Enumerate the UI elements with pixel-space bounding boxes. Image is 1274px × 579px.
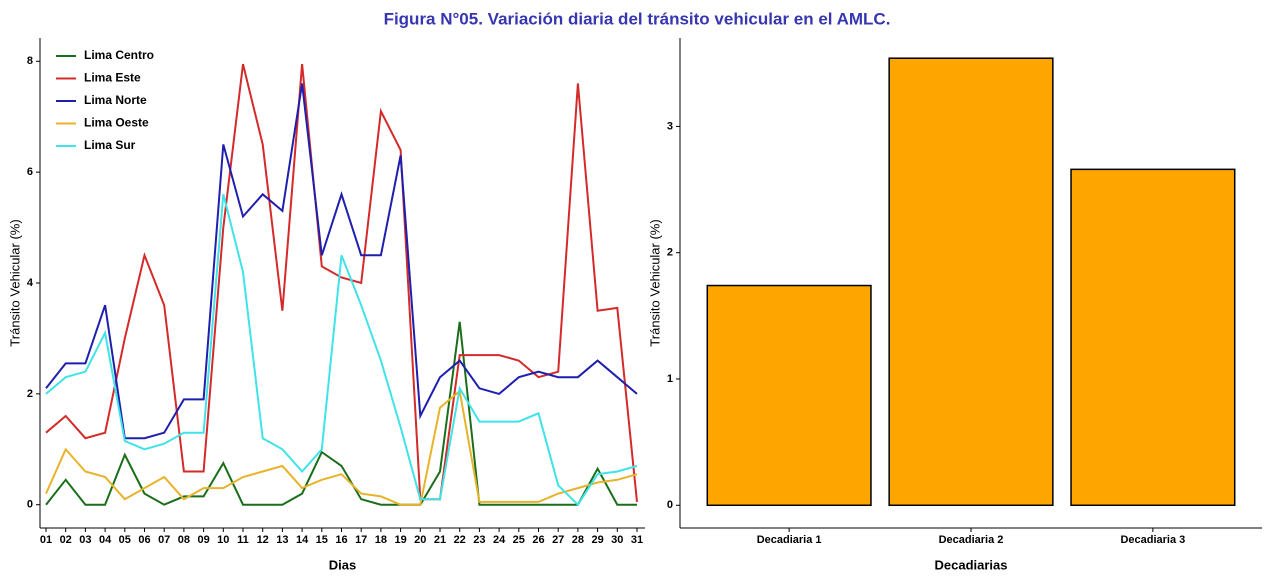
y-tick-label: 8	[27, 55, 33, 67]
x-tick-label: 21	[434, 534, 446, 546]
x-tick-label: 06	[138, 534, 150, 546]
x-tick-label: Decadiaria 3	[1120, 534, 1185, 546]
x-tick-label: 12	[257, 534, 269, 546]
y-tick-label: 0	[667, 499, 673, 511]
legend-label: Lima Centro	[84, 48, 154, 62]
x-tick-label: 09	[197, 534, 209, 546]
legend-label: Lima Este	[84, 71, 141, 85]
bar	[888, 57, 1054, 507]
y-tick-label: 3	[667, 120, 673, 132]
x-tick-label: 01	[40, 534, 52, 546]
y-tick-label: 1	[667, 373, 673, 385]
x-tick-label: 29	[591, 534, 603, 546]
x-tick-label: 25	[513, 534, 525, 546]
x-tick-label: 30	[611, 534, 623, 546]
x-tick-label: 16	[335, 534, 347, 546]
x-tick-label: 15	[316, 534, 328, 546]
line-series	[45, 194, 638, 507]
x-tick-label: 22	[454, 534, 466, 546]
x-tick-label: 31	[631, 534, 643, 546]
line-series	[45, 83, 638, 440]
y-tick-label: 4	[27, 277, 34, 289]
x-tick-label: 13	[276, 534, 288, 546]
x-axis-label: Dias	[329, 557, 356, 572]
x-tick-label: 26	[532, 534, 544, 546]
bar	[1070, 168, 1236, 507]
y-tick-label: 2	[27, 388, 33, 400]
x-tick-label: 03	[79, 534, 91, 546]
x-tick-label: 08	[178, 534, 190, 546]
y-axis-label: Tránsito Vehicular (%)	[7, 219, 22, 346]
x-tick-label: 10	[217, 534, 229, 546]
legend-label: Lima Norte	[84, 93, 147, 107]
legend-label: Lima Oeste	[84, 116, 149, 130]
legend-label: Lima Sur	[84, 138, 136, 152]
x-axis-label: Decadiarias	[935, 557, 1008, 572]
y-tick-label: 0	[27, 499, 33, 511]
x-tick-label: 20	[414, 534, 426, 546]
bar	[706, 284, 872, 507]
x-tick-label: 18	[375, 534, 387, 546]
y-axis-label: Tránsito Vehicular (%)	[647, 219, 662, 346]
x-tick-label: Decadiaria 1	[757, 534, 822, 546]
x-tick-label: 17	[355, 534, 367, 546]
y-tick-label: 2	[667, 247, 673, 259]
y-tick-label: 6	[27, 166, 33, 178]
x-tick-label: Decadiaria 2	[939, 534, 1004, 546]
x-tick-label: 27	[552, 534, 564, 546]
x-tick-label: 11	[237, 534, 249, 546]
x-tick-label: 14	[296, 534, 309, 546]
x-tick-label: 19	[394, 534, 406, 546]
x-tick-label: 07	[158, 534, 170, 546]
x-tick-label: 04	[99, 534, 112, 546]
x-tick-label: 24	[493, 534, 506, 546]
x-tick-label: 23	[473, 534, 485, 546]
line-series	[45, 389, 638, 506]
x-tick-label: 05	[119, 534, 131, 546]
x-tick-label: 28	[572, 534, 584, 546]
x-tick-label: 02	[60, 534, 72, 546]
line-series	[45, 63, 638, 503]
figure-title: Figura N°05. Variación diaria del tránsi…	[384, 9, 891, 28]
line-series	[45, 321, 637, 506]
